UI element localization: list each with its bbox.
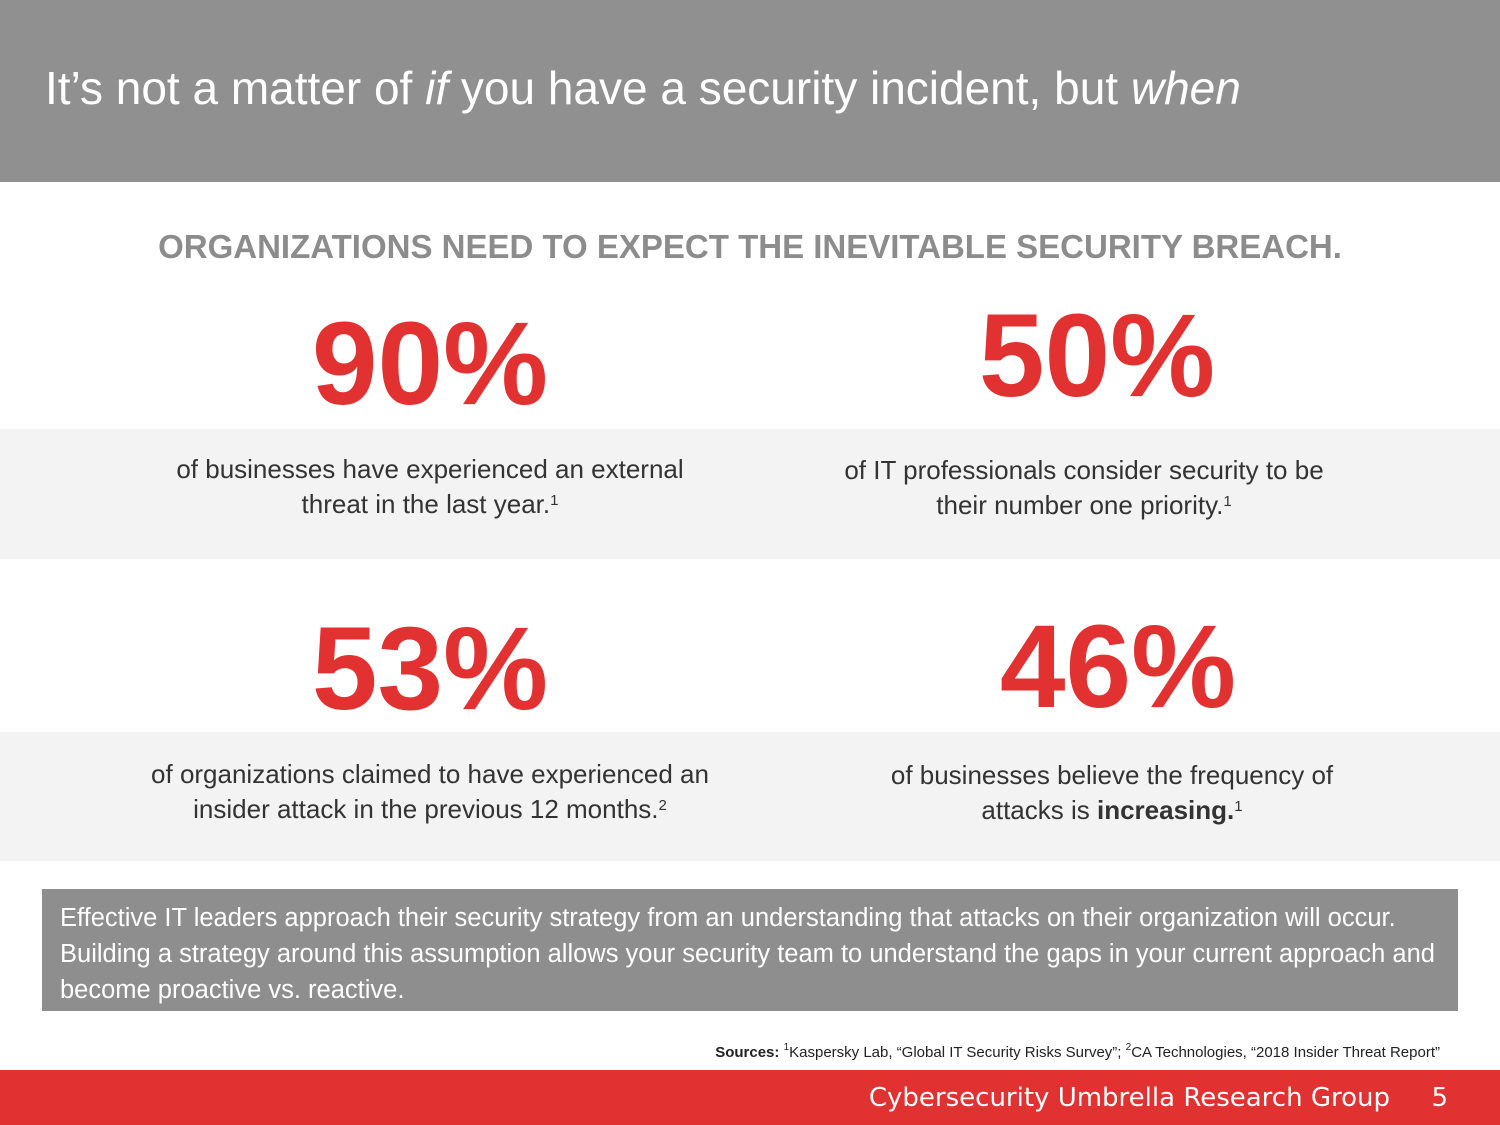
sources-label: Sources: xyxy=(715,1044,780,1061)
footnote-marker: 2 xyxy=(658,797,667,814)
footer-bar: Cybersecurity Umbrella Research Group 5 xyxy=(0,1070,1500,1125)
footnote-marker: 1 xyxy=(550,492,559,509)
page-number: 5 xyxy=(1431,1083,1448,1113)
footnote-marker: 1 xyxy=(783,1042,790,1053)
source-entry: Kaspersky Lab, “Global IT Security Risks… xyxy=(789,1044,1126,1061)
source-entry: CA Technologies, “2018 Insider Threat Re… xyxy=(1131,1044,1440,1061)
footnote-marker: 1 xyxy=(1234,798,1243,815)
callout-text: Effective IT leaders approach their secu… xyxy=(60,904,1435,1004)
title-text-part1: It’s not a matter of xyxy=(45,62,426,114)
footer-organization: Cybersecurity Umbrella Research Group xyxy=(868,1083,1390,1113)
stat-desc-external-threat: of businesses have experienced an extern… xyxy=(100,452,760,522)
stat-desc-line: threat in the last year. xyxy=(301,489,551,519)
stat-desc-line: of businesses have experienced an extern… xyxy=(176,454,684,484)
sources-citation: Sources: 1Kaspersky Lab, “Global IT Secu… xyxy=(715,1042,1440,1061)
stat-desc-emphasis: increasing. xyxy=(1096,795,1235,825)
stat-value-attack-frequency: 46% xyxy=(999,601,1237,733)
slide-title: It’s not a matter of if you have a secur… xyxy=(45,62,1241,115)
stat-band-top xyxy=(0,429,1500,559)
slide-subtitle: ORGANIZATIONS NEED TO EXPECT THE INEVITA… xyxy=(158,228,1342,265)
footnote-marker: 1 xyxy=(1223,493,1232,510)
stat-band-bottom xyxy=(0,732,1500,861)
footnote-marker: 2 xyxy=(1125,1042,1132,1053)
stat-desc-insider-attack: of organizations claimed to have experie… xyxy=(100,757,760,827)
stat-desc-security-priority: of IT professionals consider security to… xyxy=(754,453,1414,523)
title-emphasis-if: if xyxy=(425,62,449,114)
title-text-part2: you have a security incident, but xyxy=(448,62,1131,114)
stat-desc-line: of IT professionals consider security to… xyxy=(844,455,1324,485)
header-bar: It’s not a matter of if you have a secur… xyxy=(0,0,1500,182)
stat-desc-line: their number one priority. xyxy=(936,490,1224,520)
stat-value-insider-attack: 53% xyxy=(311,603,549,735)
stat-value-security-priority: 50% xyxy=(978,290,1216,422)
stat-desc-line: of organizations claimed to have experie… xyxy=(151,759,709,789)
stat-desc-line: attacks is xyxy=(981,795,1097,825)
stat-desc-line: of businesses believe the frequency of xyxy=(890,760,1334,790)
title-emphasis-when: when xyxy=(1130,62,1241,114)
callout-box: Effective IT leaders approach their secu… xyxy=(42,889,1458,1011)
stat-desc-line: insider attack in the previous 12 months… xyxy=(193,794,659,824)
stat-value-external-threat: 90% xyxy=(311,298,549,430)
stat-desc-attack-frequency: of businesses believe the frequency of a… xyxy=(782,758,1442,828)
